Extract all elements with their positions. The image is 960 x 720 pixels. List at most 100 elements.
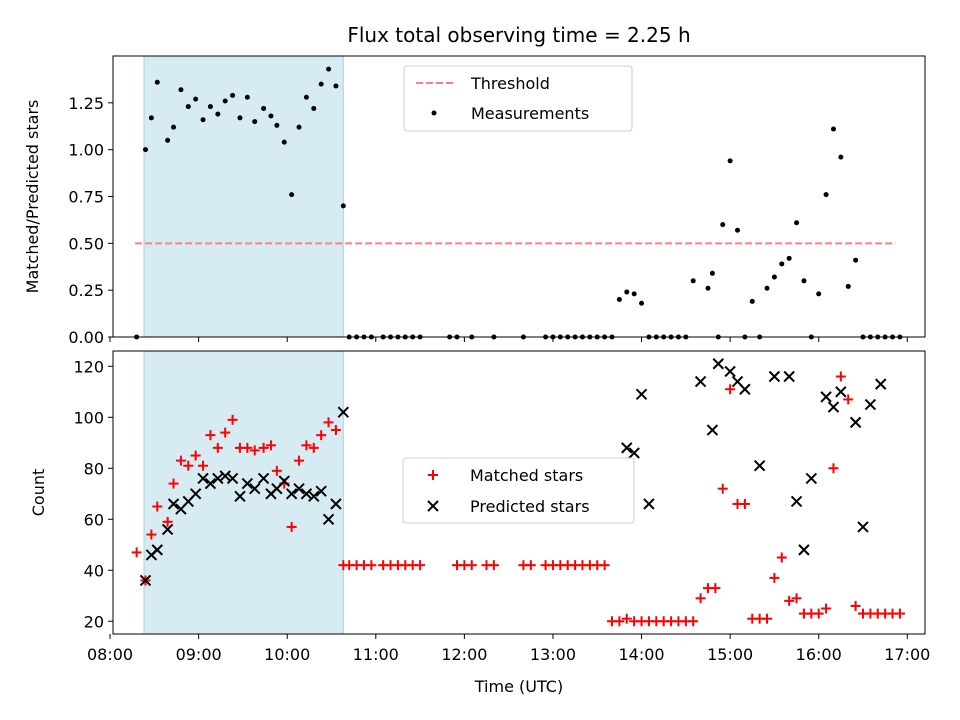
predicted-star-point-b [308, 490, 320, 503]
x-tick-label: 16:00 [796, 645, 842, 664]
legend-matched-label: Matched stars [470, 466, 583, 485]
measurement-point [631, 291, 637, 297]
legend-box [402, 457, 635, 524]
predicted-star-point-b [731, 375, 744, 388]
measurement-point [624, 289, 630, 295]
y-tick-label: 1.00 [68, 141, 104, 160]
count-panel: 20 40 60 80 100 120 08:00 09:00 10:00 11:00 12:00… [29, 350, 930, 696]
measurement-point [616, 297, 622, 303]
x-tick-label: 09:00 [176, 645, 222, 664]
measurement-point [326, 66, 332, 72]
measurement-point [816, 291, 822, 297]
ratio-panel: 0.00 0.25 0.50 0.75 1.00 1.25 Flux total obse… [23, 23, 926, 347]
y-tick-label: 0.00 [68, 328, 104, 347]
predicted-star-point-b [798, 544, 810, 556]
measurement-point [185, 104, 191, 110]
y-tick-label: 100 [73, 408, 104, 427]
y-tick-label: 40 [84, 561, 104, 580]
measurement-point [237, 115, 243, 121]
measurement-point [690, 278, 696, 284]
predicted-star-point-b [783, 370, 795, 383]
predicted-star-point-b [857, 521, 869, 533]
predicted-star-point-b [621, 442, 633, 454]
predicted-star-point-b [322, 513, 335, 525]
predicted-star-point-b [827, 401, 840, 413]
predicted-star-point-b [694, 375, 707, 388]
x-tick-label: 17:00 [884, 645, 930, 664]
measurement-point [154, 79, 160, 85]
y-tick-label: 0.25 [68, 281, 104, 300]
predicted-star-point-b [628, 447, 640, 459]
measurement-point [333, 83, 339, 89]
predicted-star-point-b [234, 490, 246, 503]
predicted-star-point-b [151, 544, 163, 556]
x-axis-label: Time (UTC) [474, 677, 563, 696]
x-tick-label: 08:00 [87, 645, 133, 664]
predicted-star-point-b [257, 472, 270, 485]
predicted-star-point-b [197, 472, 209, 485]
y-tick-label: 60 [84, 510, 104, 529]
measurement-point [801, 278, 807, 284]
x-tick-label: 12:00 [441, 645, 487, 664]
legend: Threshold Measurements [403, 65, 633, 132]
predicted-star-point-b [241, 477, 254, 490]
measurement-point [727, 158, 733, 164]
measurement-point [705, 285, 711, 291]
measurement-point [709, 270, 715, 276]
predicted-star-point-b [300, 488, 313, 500]
x-tick-label: 15:00 [707, 645, 753, 664]
legend-cross-b [427, 500, 439, 512]
predicted-star-point-b [226, 472, 239, 485]
predicted-star-point-b [204, 477, 217, 490]
y-tick-label: 1.25 [68, 94, 104, 113]
measurement-point [244, 94, 250, 100]
measurement-point [296, 124, 302, 130]
measurement-point [215, 111, 221, 117]
measurement-point [261, 105, 267, 111]
predicted-star-point-b [249, 482, 261, 495]
axes-frame [112, 55, 926, 338]
y-axis-label: Count [29, 469, 48, 517]
measurement-point [720, 222, 726, 228]
y-ticks: 20 40 60 80 100 120 [73, 357, 113, 631]
measurement-point [289, 192, 295, 198]
axes-frame [112, 350, 926, 635]
predicted-star-point-b [330, 498, 342, 510]
predicted-star-point-b [139, 574, 152, 587]
measurement-point [749, 298, 755, 304]
measurement-point [230, 92, 236, 98]
measurement-point [193, 96, 199, 102]
predicted-star-point-b [285, 488, 298, 500]
measurement-point [639, 300, 645, 306]
highlight-span [143, 55, 344, 338]
measurement-point [222, 98, 228, 104]
predicted-star-point-b [635, 388, 648, 401]
predicted-star-point-b [278, 475, 290, 487]
measurement-point [340, 203, 346, 209]
measurement-point [838, 154, 844, 160]
plot-marks [134, 66, 903, 340]
measurement-point [207, 104, 213, 110]
y-axis-label: Matched/Predicted stars [23, 100, 42, 294]
y-tick-label: 0.50 [68, 234, 104, 253]
predicted-star-point-b [849, 416, 862, 429]
measurement-point [252, 119, 258, 125]
legend: Matched stars Predicted stars [402, 457, 635, 524]
predicted-star-point-b [864, 398, 877, 411]
measurement-point [830, 126, 836, 132]
x-tick-label: 13:00 [530, 645, 576, 664]
predicted-star-point-b [293, 482, 305, 495]
predicted-star-point-b [219, 470, 231, 482]
legend-plus-marker [428, 470, 438, 480]
legend-measurement-dot [431, 110, 437, 116]
measurement-point [148, 115, 154, 121]
measurement-point [735, 227, 741, 233]
predicted-star-point-b [212, 472, 224, 485]
measurement-point [764, 285, 770, 291]
predicted-star-point-b [724, 365, 736, 378]
predicted-star-point-b [835, 386, 847, 398]
measurement-point [794, 220, 800, 226]
measurement-point [771, 274, 777, 280]
x-tick-label: 10:00 [264, 645, 310, 664]
